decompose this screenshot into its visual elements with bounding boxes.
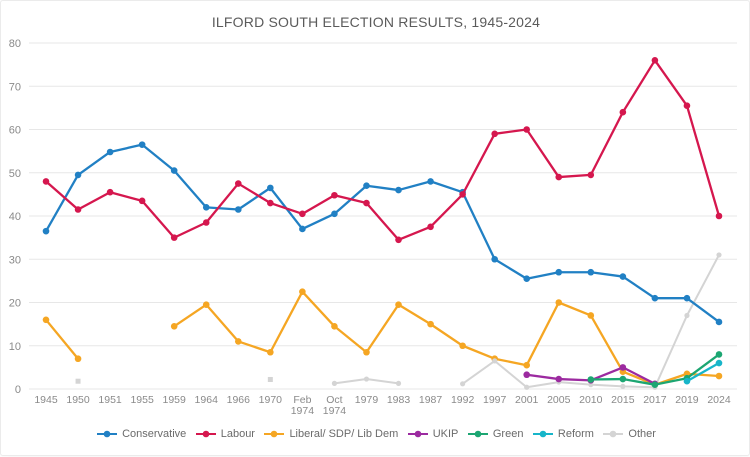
svg-text:2010: 2010: [579, 394, 603, 406]
svg-text:1974: 1974: [323, 405, 347, 417]
svg-text:1997: 1997: [483, 394, 507, 406]
svg-text:50: 50: [9, 168, 21, 180]
svg-text:2001: 2001: [515, 394, 539, 406]
svg-text:1964: 1964: [195, 394, 219, 406]
svg-text:2024: 2024: [707, 394, 731, 406]
svg-text:1951: 1951: [98, 394, 122, 406]
svg-text:1992: 1992: [451, 394, 475, 406]
svg-text:1966: 1966: [227, 394, 251, 406]
svg-text:2005: 2005: [547, 394, 571, 406]
svg-text:1959: 1959: [163, 394, 187, 406]
svg-text:1987: 1987: [419, 394, 443, 406]
svg-text:1974: 1974: [291, 405, 315, 417]
svg-text:2015: 2015: [611, 394, 635, 406]
svg-text:10: 10: [9, 341, 21, 353]
svg-text:2017: 2017: [643, 394, 667, 406]
svg-text:2019: 2019: [675, 394, 699, 406]
svg-text:70: 70: [9, 81, 21, 93]
svg-text:80: 80: [9, 38, 21, 50]
svg-text:0: 0: [15, 384, 21, 396]
svg-text:1983: 1983: [387, 394, 411, 406]
svg-text:30: 30: [9, 254, 21, 266]
svg-text:60: 60: [9, 125, 21, 137]
svg-text:40: 40: [9, 211, 21, 223]
svg-text:1950: 1950: [66, 394, 90, 406]
svg-text:1955: 1955: [130, 394, 154, 406]
svg-text:1945: 1945: [34, 394, 58, 406]
svg-text:1970: 1970: [259, 394, 283, 406]
svg-text:20: 20: [9, 298, 21, 310]
svg-text:1979: 1979: [355, 394, 379, 406]
